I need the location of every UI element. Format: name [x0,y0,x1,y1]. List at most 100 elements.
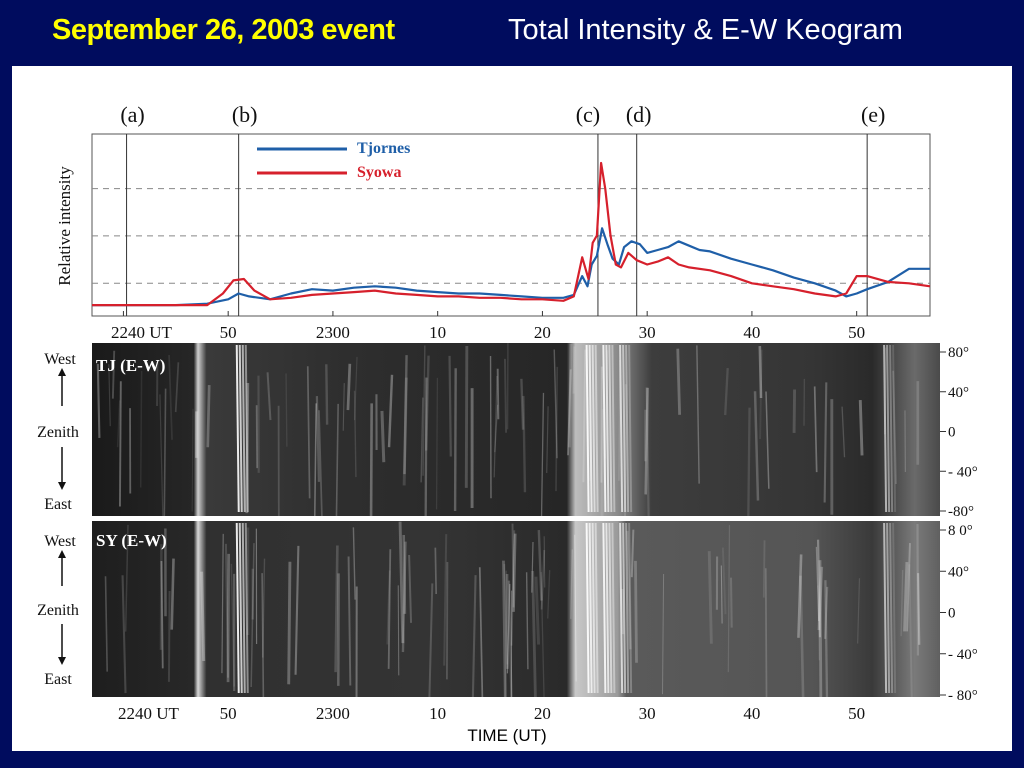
y-tick-label: - 40° [948,647,978,663]
aurora-streak [287,561,292,685]
aurora-bright-column [889,344,894,513]
aurora-streak [753,391,760,501]
aurora-streak [335,403,339,517]
aurora-streak [630,529,635,578]
aurora-streak [662,573,665,695]
x-tick-label: 50 [220,323,237,342]
aurora-streak [503,563,509,665]
aurora-bright-column [605,344,610,513]
aurora-streak [747,407,751,517]
aurora-streak [118,381,122,507]
aurora-streak [511,523,515,608]
aurora-streak [191,408,194,512]
y-tick-label: 40° [948,564,969,580]
aurora-streak [453,368,457,511]
aurora-streak [574,534,577,682]
aurora-streak [478,567,484,698]
aurora-streak [540,572,545,698]
aurora-streak [369,403,373,517]
figure-svg: (a) (b) (c) (d) (e) 2240 UT 50 2300 10 20 30 40 50 … [37,102,978,745]
event-marker-label: (a) [120,102,144,127]
aurora-streak [496,368,500,420]
aurora-streak [325,364,329,425]
aurora-streak [567,369,572,456]
aurora-bright-column [883,522,888,694]
aurora-streak [534,576,541,645]
aurora-streak [764,568,768,698]
aurora-streak [346,363,352,411]
legend-label-tjornes: Tjornes [357,140,410,157]
aurora-streak [121,575,127,694]
aurora-streak [342,383,345,431]
aurora-streak [352,527,356,600]
aurora-streak [817,566,824,631]
aurora-streak [250,543,255,687]
aurora-streak [540,392,545,517]
keogram-sy-east-label: East [44,671,72,688]
y-axis-label: Relative intensity [55,166,74,286]
aurora-streak [696,345,700,484]
keogram-sy-y-ticks: 8 0° 40° 0 - 40° - 80° [940,523,978,704]
aurora-streak [206,385,211,448]
aurora-streak [813,386,818,473]
keogram-tj-y-ticks: 80° 40° 0 - 40° -80° [940,345,978,520]
y-tick-label: 8 0° [948,523,973,539]
aurora-streak [380,410,386,463]
aurora-streak [537,530,543,601]
aurora-bright-column [244,344,249,513]
aurora-streak [506,583,511,674]
aurora-streak [762,540,766,598]
series-line-tjornes [92,227,930,307]
figure-panel: (a) (b) (c) (d) (e) 2240 UT 50 2300 10 20 30 40 50 … [12,66,1012,751]
aurora-streak [707,551,713,644]
aurora-streak [522,395,527,493]
aurora-bright-column [622,344,627,513]
keogram-x-tick-label: 10 [429,704,446,723]
aurora-streak [402,534,407,614]
keogram-tj-streaks [96,343,920,517]
aurora-streak [634,560,638,663]
aurora-streak [354,356,358,421]
aurora-streak [200,571,206,662]
y-tick-label: 0 [948,606,956,622]
aurora-bright-column [625,522,630,694]
aurora-streak [96,363,101,438]
aurora-streak [226,553,231,683]
aurora-streak [448,355,452,457]
aurora-bright-column [238,344,243,513]
aurora-streak [353,390,357,478]
aurora-streak [116,400,121,448]
keogram-sy-zenith-label: Zenith [37,602,79,619]
aurora-streak [724,367,729,416]
aurora-streak [163,388,167,517]
keogram-sy-image [92,521,940,697]
legend: Tjornes Syowa [257,140,410,181]
slide-subtitle: Total Intensity & E-W Keogram [508,14,903,46]
aurora-streak [111,350,116,399]
aurora-streak [841,406,846,458]
aurora-streak [403,355,408,475]
gridlines [92,188,930,284]
aurora-streak [823,586,829,640]
aurora-streak [644,387,649,495]
aurora-streak [428,583,434,698]
aurora-streak [494,404,499,453]
aurora-streak [600,409,605,517]
aurora-streak [510,530,516,646]
aurora-streak [512,533,517,612]
aurora-streak [553,349,558,459]
series-line-syowa [92,161,931,307]
aurora-bright-column [886,522,891,694]
aurora-streak [546,406,549,474]
aurora-bright-column [608,522,613,694]
aurora-streak [104,576,108,672]
keogram-sy-x-tick-labels: 2240 UT 50 2300 10 20 30 40 50 [118,704,865,723]
aurora-streak [567,343,573,448]
aurora-streak [525,572,529,670]
aurora-streak [727,525,731,673]
aurora-streak [857,578,861,644]
aurora-streak [582,349,587,483]
aurora-bright-column [591,344,596,513]
aurora-streak [424,377,428,517]
aurora-streak [402,377,408,486]
